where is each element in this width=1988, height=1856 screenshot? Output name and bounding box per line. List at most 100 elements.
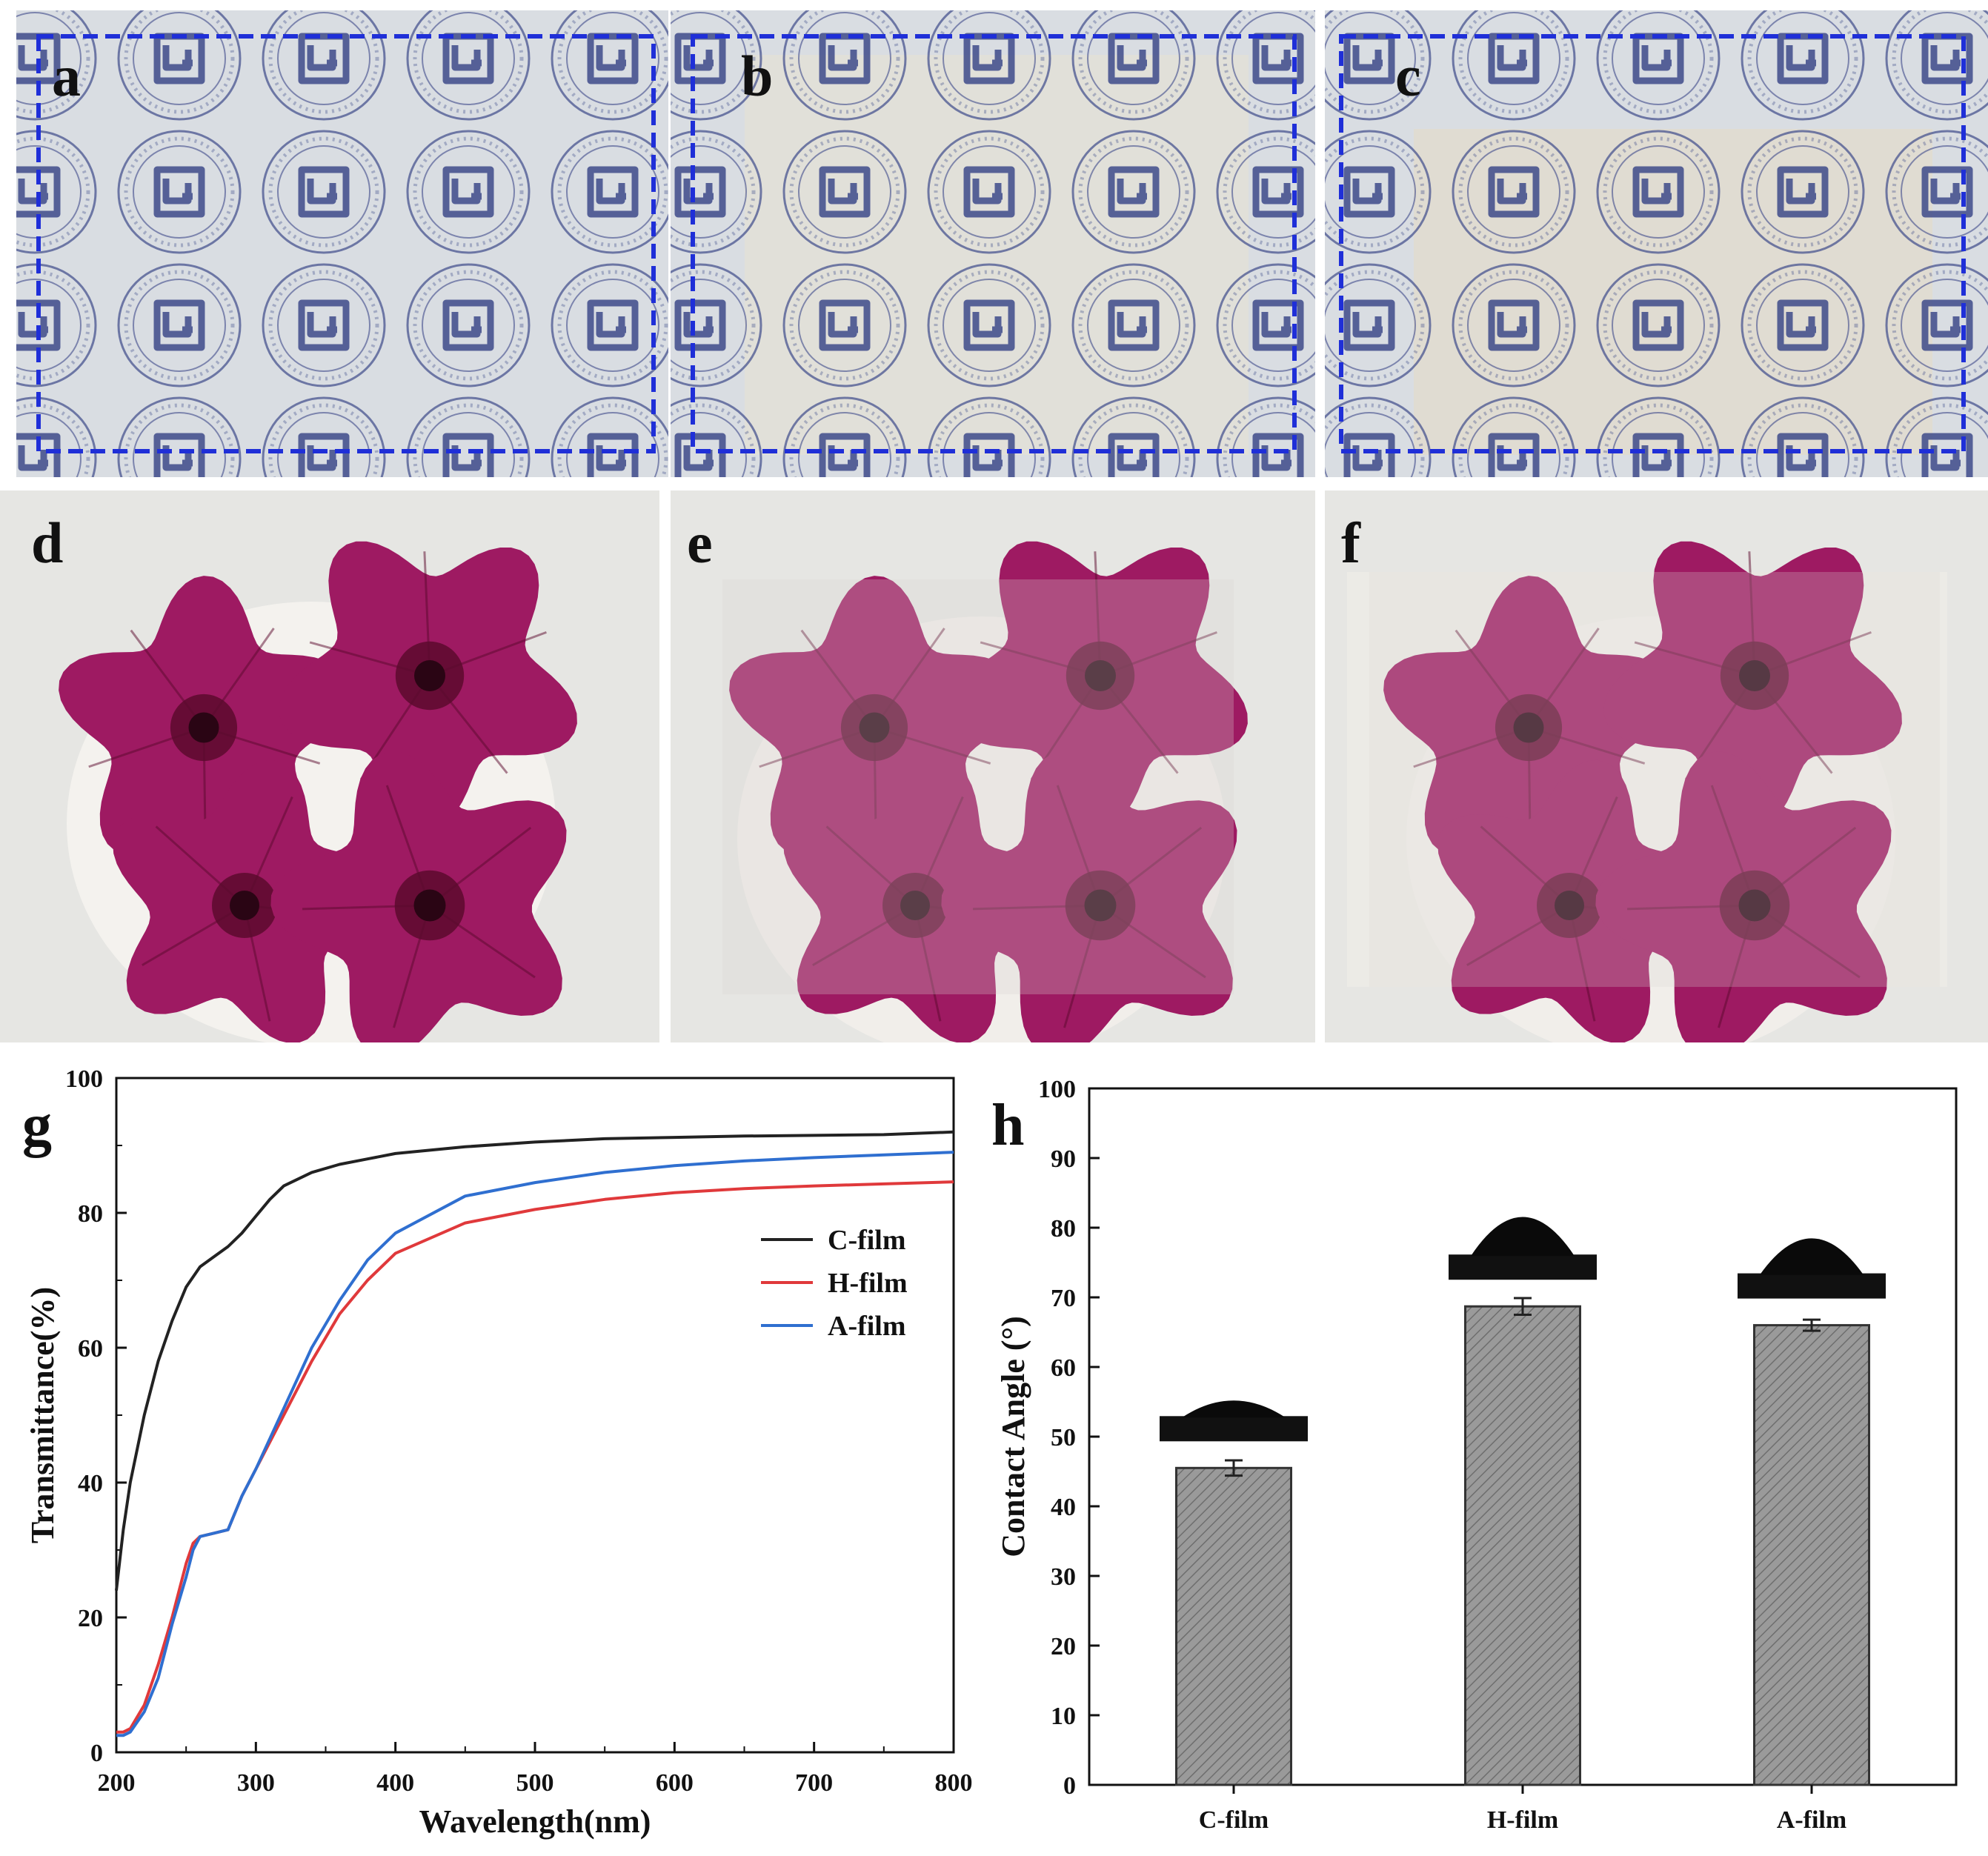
panel-label-c: c [1395, 44, 1421, 108]
flowers-e [722, 541, 1248, 1042]
panel-label-f: f [1341, 510, 1360, 575]
seal-logo [1596, 396, 1721, 477]
seal-logo [782, 130, 907, 254]
series-line-C-film [115, 1130, 954, 1591]
series-line-A-film [116, 1151, 954, 1737]
bar-C-film [1175, 1466, 1292, 1786]
seal-logo [1885, 263, 1988, 388]
seal-logo [1071, 263, 1196, 388]
seal-logo [1596, 10, 1721, 121]
seal-logo [1741, 396, 1865, 477]
x-tick-label: 800 [935, 1769, 973, 1797]
x-tick-label: 400 [376, 1769, 414, 1797]
bar-H-film [1464, 1305, 1581, 1786]
seal-logo [671, 10, 762, 121]
x-tick-label: 600 [656, 1769, 694, 1797]
seal-logo [1216, 396, 1315, 477]
panel-label-h: h [991, 1093, 1025, 1158]
seal-logo [262, 130, 386, 254]
seal-logo [671, 130, 762, 254]
y-tick-label: 0 [1063, 1772, 1076, 1800]
x-tick-label: 300 [237, 1769, 275, 1797]
seal-logo [782, 396, 907, 477]
y-tick-label: 20 [1051, 1633, 1076, 1660]
seal-logo [117, 130, 242, 254]
seal-logo [117, 10, 242, 121]
panel-d-photo: d [0, 490, 659, 1042]
petunia-flower [941, 751, 1237, 1042]
panel-a-photo: a [16, 10, 668, 477]
seal-grid-a [16, 10, 668, 477]
y-tick-label: 70 [1051, 1285, 1076, 1312]
dashed-box [1339, 34, 1966, 453]
panel-label-b: b [741, 44, 774, 108]
y-tick-label: 30 [1051, 1563, 1076, 1591]
seal-logo [927, 10, 1051, 121]
x-axis-label: Wavelength(nm) [419, 1803, 651, 1840]
panel-label-a: a [52, 44, 81, 108]
seal-logo [117, 263, 242, 388]
seal-logo [1325, 396, 1432, 477]
petunia-flower [783, 759, 1063, 1042]
seal-logo [1452, 396, 1576, 477]
petunia-flower [949, 541, 1248, 831]
seal-logo [1741, 263, 1865, 388]
seal-logo [262, 396, 386, 477]
seal-logo [927, 263, 1051, 388]
dashed-box [691, 34, 1297, 453]
seal-logo [16, 263, 97, 388]
seal-logo [406, 263, 531, 388]
flowers-d [59, 541, 577, 1042]
seal-logo [1885, 396, 1988, 477]
petunia-flower [1603, 541, 1902, 831]
seal-logo [551, 396, 668, 477]
panel-e-photo: e [671, 490, 1315, 1042]
seal-logo [1071, 130, 1196, 254]
seal-grid-b [671, 10, 1315, 477]
seal-logo [406, 130, 531, 254]
flowers-f [1347, 541, 1947, 1042]
y-axis-label: Contact Angle (°) [995, 1316, 1031, 1557]
contact-angle-chart: h 0 10 20 30 40 50 60 70 80 90 100 Contact Angle (°… [991, 1076, 1958, 1834]
series-line-H-film [116, 1180, 954, 1734]
y-tick-label: 0 [90, 1740, 103, 1767]
seal-logo [262, 10, 386, 121]
y-tick-label: 100 [1038, 1076, 1076, 1103]
x-tick-label: H-film [1487, 1806, 1558, 1834]
legend-label: H-film [828, 1268, 908, 1299]
petunia-flower [113, 759, 392, 1042]
seal-logo [1216, 130, 1315, 254]
seal-logo [1741, 130, 1865, 254]
seal-logo [1452, 130, 1576, 254]
dashed-box [36, 34, 656, 453]
y-tick-label: 80 [78, 1200, 103, 1228]
y-tick-label: 60 [78, 1335, 103, 1363]
y-tick-label: 80 [1051, 1215, 1076, 1243]
seal-logo [1325, 130, 1432, 254]
petunia-flower [270, 751, 567, 1042]
seal-logo [1596, 130, 1721, 254]
y-tick-label: 40 [1051, 1494, 1076, 1521]
panel-c-photo: c [1325, 10, 1988, 477]
seal-logo [1325, 263, 1432, 388]
seal-logo [1741, 10, 1865, 121]
droplet-image [1738, 1238, 1886, 1299]
transmittance-chart: g 200 300 400 500 600 700 800 0 20 40 60 80 100 Wavel… [22, 1065, 973, 1840]
y-tick-label: 90 [1051, 1145, 1076, 1173]
seal-logo [406, 396, 531, 477]
panel-f-photo: f [1325, 490, 1988, 1042]
panel-label-e: e [687, 510, 713, 575]
seal-logo [551, 130, 668, 254]
y-tick-label: 60 [1051, 1354, 1076, 1382]
seal-logo [1885, 10, 1988, 121]
x-tick-label: C-film [1199, 1806, 1269, 1834]
y-tick-label: 20 [78, 1605, 103, 1632]
panel-b-photo: b [671, 10, 1315, 477]
y-tick-label: 100 [65, 1065, 103, 1093]
petunia-flower [279, 541, 577, 831]
seal-logo [927, 130, 1051, 254]
y-tick-label: 40 [78, 1470, 103, 1497]
y-axis-label: Transmittance(%) [24, 1287, 61, 1543]
seal-logo [1216, 263, 1315, 388]
seal-grid-c [1325, 10, 1988, 477]
